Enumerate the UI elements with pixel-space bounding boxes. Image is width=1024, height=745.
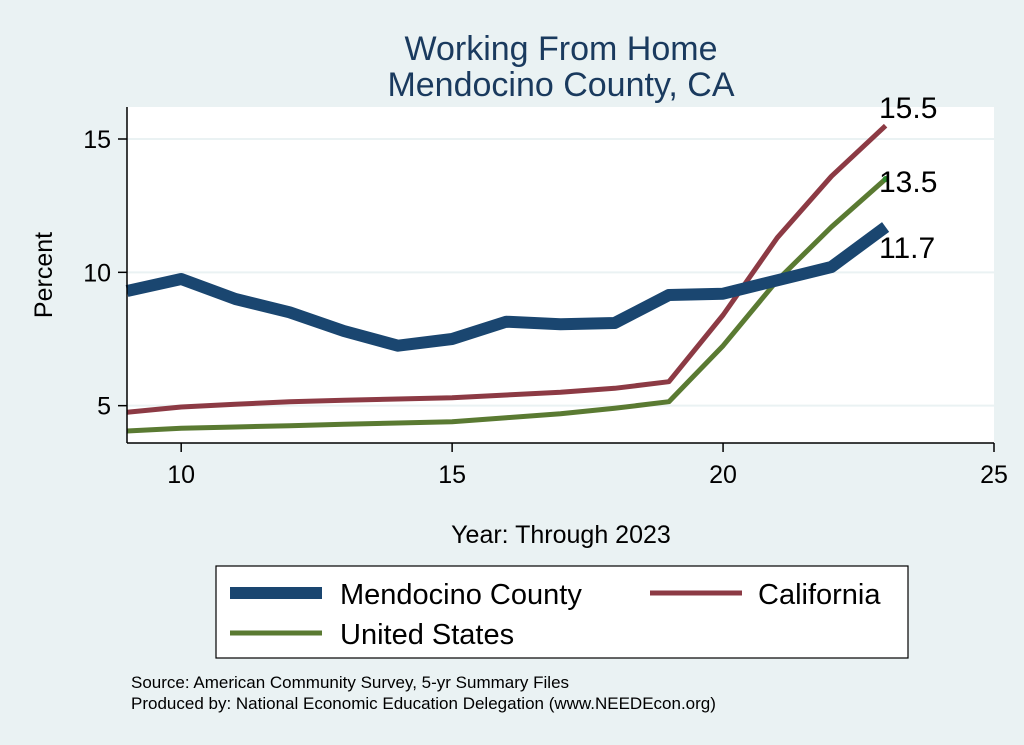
x-tick-label-20: 20 xyxy=(709,461,737,489)
end-marker-united-states xyxy=(882,176,889,182)
source-note: Source: American Community Survey, 5-yr … xyxy=(131,673,569,692)
produced-note: Produced by: National Economic Education… xyxy=(131,694,716,713)
series-line-united-states xyxy=(126,177,888,434)
end-dots xyxy=(882,176,889,182)
y-tick-label-5: 5 xyxy=(97,393,111,421)
chart-title: Working From Home xyxy=(405,30,718,68)
y-axis-label: Percent xyxy=(30,232,58,318)
series-lines xyxy=(125,123,890,434)
x-tick-label-15: 15 xyxy=(438,461,466,489)
chart-subtitle: Mendocino County, CA xyxy=(387,66,734,104)
legend-label-mendocino: Mendocino County xyxy=(340,579,582,611)
x-tick-label-25: 25 xyxy=(980,461,1008,489)
y-ticks: 5 10 15 xyxy=(83,126,127,421)
x-axis-label: Year: Through 2023 xyxy=(451,521,671,549)
x-ticks: 10 15 20 25 xyxy=(167,443,1008,489)
end-label-united-states: 13.5 xyxy=(879,166,937,199)
plot-area xyxy=(127,107,994,443)
x-tick-label-10: 10 xyxy=(167,461,195,489)
y-tick-label-15: 15 xyxy=(83,126,111,154)
legend-label-united-states: United States xyxy=(340,619,514,651)
end-label-mendocino: 11.7 xyxy=(879,232,935,265)
legend-label-california: California xyxy=(758,579,881,611)
gridlines xyxy=(127,138,994,407)
series-line-mendocino xyxy=(125,222,890,352)
legend: Mendocino County California United State… xyxy=(215,565,909,659)
end-label-california: 15.5 xyxy=(879,92,937,125)
legend-box xyxy=(215,565,909,659)
series-line-california xyxy=(126,123,888,415)
y-tick-label-10: 10 xyxy=(83,259,111,287)
